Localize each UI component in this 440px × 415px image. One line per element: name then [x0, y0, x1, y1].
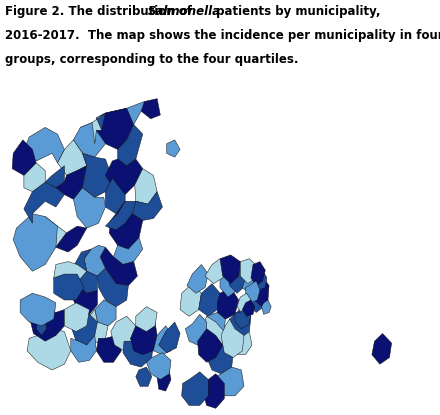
Polygon shape	[58, 140, 87, 176]
Text: groups, corresponding to the four quartiles.: groups, corresponding to the four quarti…	[5, 53, 298, 66]
Polygon shape	[251, 261, 265, 286]
Polygon shape	[242, 300, 255, 316]
Polygon shape	[83, 153, 112, 198]
Text: Salmonella: Salmonella	[148, 5, 221, 18]
Polygon shape	[240, 259, 257, 284]
Polygon shape	[24, 163, 45, 192]
Polygon shape	[199, 284, 220, 316]
Polygon shape	[111, 316, 136, 351]
Polygon shape	[24, 182, 64, 223]
Polygon shape	[109, 201, 143, 249]
Polygon shape	[159, 322, 180, 353]
Text: Figure 2. The distribution of: Figure 2. The distribution of	[5, 5, 196, 18]
Polygon shape	[237, 293, 251, 314]
Polygon shape	[123, 335, 154, 367]
Polygon shape	[261, 300, 271, 314]
Polygon shape	[157, 364, 171, 391]
Polygon shape	[56, 166, 87, 199]
Polygon shape	[96, 335, 121, 362]
Polygon shape	[141, 99, 160, 119]
Polygon shape	[135, 168, 157, 204]
Polygon shape	[73, 122, 106, 157]
Polygon shape	[253, 270, 267, 290]
Polygon shape	[205, 259, 228, 284]
Polygon shape	[45, 166, 64, 188]
Polygon shape	[114, 238, 143, 264]
Polygon shape	[73, 249, 97, 293]
Polygon shape	[220, 266, 240, 297]
Polygon shape	[117, 124, 143, 166]
Polygon shape	[220, 255, 240, 284]
Polygon shape	[203, 374, 224, 408]
Polygon shape	[27, 329, 71, 370]
Polygon shape	[216, 367, 244, 396]
Polygon shape	[12, 140, 36, 176]
Polygon shape	[86, 310, 108, 343]
Polygon shape	[84, 245, 106, 276]
Text: patients by municipality,: patients by municipality,	[212, 5, 381, 18]
Polygon shape	[221, 319, 244, 357]
Polygon shape	[198, 329, 223, 362]
Polygon shape	[13, 214, 58, 271]
Polygon shape	[106, 159, 143, 195]
Polygon shape	[100, 247, 137, 286]
Polygon shape	[36, 316, 47, 335]
Polygon shape	[233, 332, 252, 354]
Polygon shape	[54, 261, 87, 286]
Polygon shape	[97, 269, 128, 307]
Polygon shape	[96, 108, 134, 149]
Polygon shape	[230, 307, 251, 338]
Polygon shape	[95, 300, 116, 326]
Polygon shape	[246, 281, 260, 303]
Polygon shape	[372, 334, 392, 364]
Polygon shape	[81, 113, 106, 144]
Polygon shape	[33, 217, 66, 252]
Polygon shape	[207, 312, 225, 335]
Polygon shape	[117, 102, 144, 124]
Polygon shape	[217, 288, 238, 319]
Polygon shape	[71, 314, 97, 345]
Polygon shape	[136, 367, 152, 386]
Polygon shape	[29, 307, 64, 341]
Polygon shape	[187, 264, 208, 293]
Polygon shape	[242, 264, 263, 295]
Polygon shape	[96, 108, 127, 134]
Polygon shape	[23, 127, 64, 163]
Polygon shape	[200, 316, 224, 351]
Polygon shape	[64, 303, 89, 332]
Polygon shape	[185, 314, 207, 345]
Polygon shape	[56, 226, 87, 252]
Polygon shape	[147, 353, 171, 380]
Polygon shape	[54, 274, 84, 300]
Polygon shape	[73, 284, 97, 314]
Polygon shape	[154, 326, 173, 354]
Polygon shape	[136, 307, 157, 332]
Polygon shape	[132, 192, 162, 220]
Polygon shape	[20, 293, 56, 326]
Polygon shape	[182, 372, 208, 405]
Polygon shape	[106, 178, 125, 214]
Polygon shape	[167, 140, 180, 157]
Polygon shape	[71, 335, 96, 362]
Polygon shape	[255, 278, 269, 307]
Polygon shape	[106, 201, 136, 230]
Polygon shape	[207, 345, 233, 374]
Polygon shape	[180, 284, 202, 316]
Polygon shape	[235, 307, 251, 329]
Polygon shape	[73, 188, 106, 228]
Text: 2016-2017.  The map shows the incidence per municipality in four: 2016-2017. The map shows the incidence p…	[5, 29, 440, 42]
Polygon shape	[131, 316, 157, 354]
Polygon shape	[249, 286, 265, 312]
Polygon shape	[228, 261, 248, 293]
